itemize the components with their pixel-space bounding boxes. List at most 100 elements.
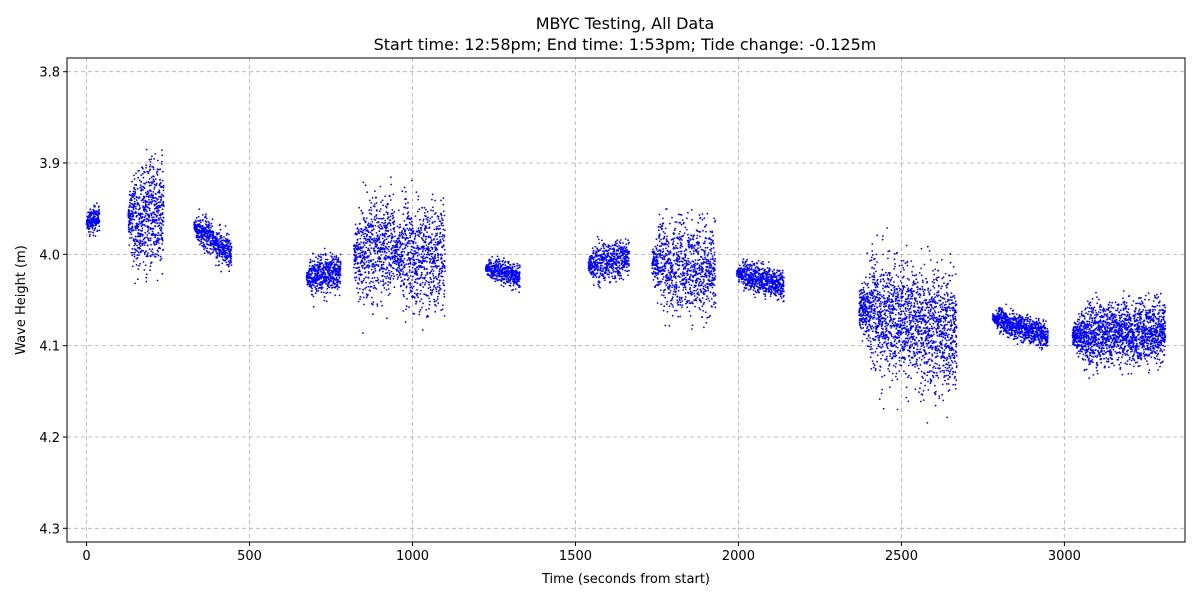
data-point bbox=[678, 299, 681, 302]
data-point bbox=[94, 205, 97, 208]
data-point bbox=[371, 197, 374, 199]
data-point bbox=[378, 236, 381, 238]
data-point bbox=[412, 242, 415, 245]
data-point bbox=[662, 309, 665, 312]
data-point bbox=[676, 295, 679, 298]
data-point bbox=[159, 179, 162, 181]
data-point bbox=[428, 223, 431, 226]
data-point bbox=[133, 253, 136, 256]
data-point bbox=[680, 214, 683, 216]
data-point bbox=[391, 233, 393, 236]
data-point bbox=[402, 227, 405, 230]
data-point bbox=[228, 239, 231, 242]
data-point bbox=[132, 212, 135, 214]
data-point bbox=[668, 276, 670, 278]
data-point bbox=[604, 254, 607, 256]
data-point bbox=[402, 233, 405, 236]
data-point bbox=[427, 315, 430, 318]
data-point bbox=[371, 220, 374, 223]
data-point bbox=[356, 287, 358, 290]
data-point bbox=[600, 267, 602, 270]
data-point bbox=[372, 270, 375, 273]
data-point bbox=[392, 247, 394, 249]
data-point bbox=[655, 274, 658, 277]
data-point bbox=[438, 265, 440, 267]
data-point bbox=[398, 209, 400, 212]
data-point bbox=[154, 153, 157, 155]
data-point bbox=[382, 270, 384, 273]
data-point bbox=[402, 267, 404, 269]
data-point bbox=[436, 295, 439, 298]
data-point bbox=[152, 194, 155, 197]
data-point bbox=[336, 288, 339, 290]
data-point bbox=[605, 245, 608, 248]
data-point bbox=[386, 226, 388, 229]
data-point bbox=[595, 276, 598, 279]
data-point bbox=[339, 269, 342, 272]
data-point bbox=[664, 265, 667, 268]
data-point bbox=[413, 313, 416, 315]
data-point bbox=[154, 200, 157, 203]
data-point bbox=[675, 271, 678, 274]
data-point bbox=[669, 222, 671, 225]
data-point bbox=[616, 252, 618, 255]
data-point bbox=[414, 215, 417, 218]
data-point bbox=[357, 252, 360, 255]
data-point bbox=[139, 251, 142, 254]
data-point bbox=[129, 194, 132, 197]
data-point bbox=[684, 254, 687, 257]
data-point bbox=[227, 260, 230, 262]
data-point bbox=[384, 248, 386, 250]
data-point bbox=[358, 279, 361, 281]
data-point bbox=[676, 247, 679, 250]
data-point bbox=[426, 261, 428, 263]
data-point bbox=[387, 230, 390, 233]
data-point bbox=[417, 296, 419, 299]
data-point bbox=[422, 257, 424, 260]
data-point bbox=[88, 235, 91, 238]
data-point bbox=[226, 232, 229, 235]
data-point bbox=[425, 235, 428, 238]
data-point bbox=[679, 315, 682, 318]
data-point bbox=[672, 242, 674, 245]
data-point bbox=[654, 276, 656, 278]
data-point bbox=[133, 244, 136, 247]
data-point bbox=[392, 223, 395, 226]
data-point bbox=[682, 257, 685, 260]
data-point bbox=[325, 258, 327, 261]
data-point bbox=[500, 280, 503, 283]
data-point bbox=[364, 258, 366, 261]
data-point bbox=[423, 245, 425, 248]
data-point bbox=[684, 267, 687, 270]
data-point bbox=[135, 249, 138, 252]
data-point bbox=[414, 250, 416, 252]
data-point bbox=[364, 220, 367, 223]
data-point bbox=[331, 273, 334, 276]
data-point bbox=[362, 250, 364, 253]
data-point bbox=[623, 265, 626, 268]
data-point bbox=[613, 250, 616, 253]
data-point bbox=[425, 244, 428, 247]
data-point bbox=[435, 244, 437, 246]
data-point bbox=[678, 233, 680, 235]
data-point bbox=[149, 269, 152, 272]
data-point bbox=[408, 232, 411, 235]
data-point bbox=[620, 254, 623, 257]
data-point bbox=[431, 272, 434, 275]
data-point bbox=[654, 245, 657, 248]
data-point bbox=[134, 235, 137, 238]
data-point bbox=[442, 197, 445, 200]
data-point bbox=[153, 186, 156, 189]
data-point bbox=[426, 221, 429, 224]
data-point bbox=[333, 258, 336, 261]
data-point bbox=[666, 235, 668, 238]
data-point bbox=[513, 265, 516, 268]
data-point bbox=[652, 248, 654, 251]
data-point bbox=[143, 269, 146, 271]
data-point bbox=[674, 227, 676, 230]
data-point bbox=[399, 273, 402, 275]
data-point bbox=[408, 221, 411, 224]
data-point bbox=[429, 249, 432, 252]
data-point bbox=[365, 217, 368, 220]
data-point bbox=[409, 284, 412, 286]
